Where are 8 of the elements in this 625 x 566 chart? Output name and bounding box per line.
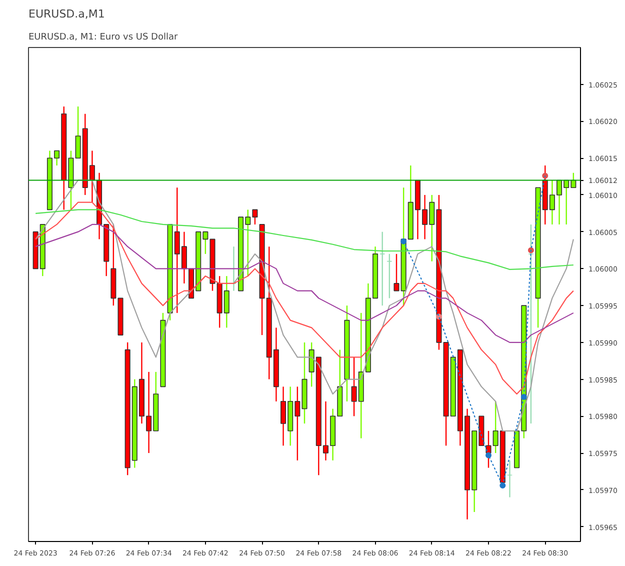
candlestick xyxy=(386,253,392,299)
chart-title: EURUSD.a,M1 xyxy=(28,8,105,20)
candlestick xyxy=(506,460,512,498)
candlestick xyxy=(380,231,386,306)
line-series xyxy=(35,202,574,395)
line-series xyxy=(35,209,574,270)
line-series xyxy=(35,224,574,343)
chart-subtitle: EURUSD.a, M1: Euro vs US Dollar xyxy=(28,32,178,42)
